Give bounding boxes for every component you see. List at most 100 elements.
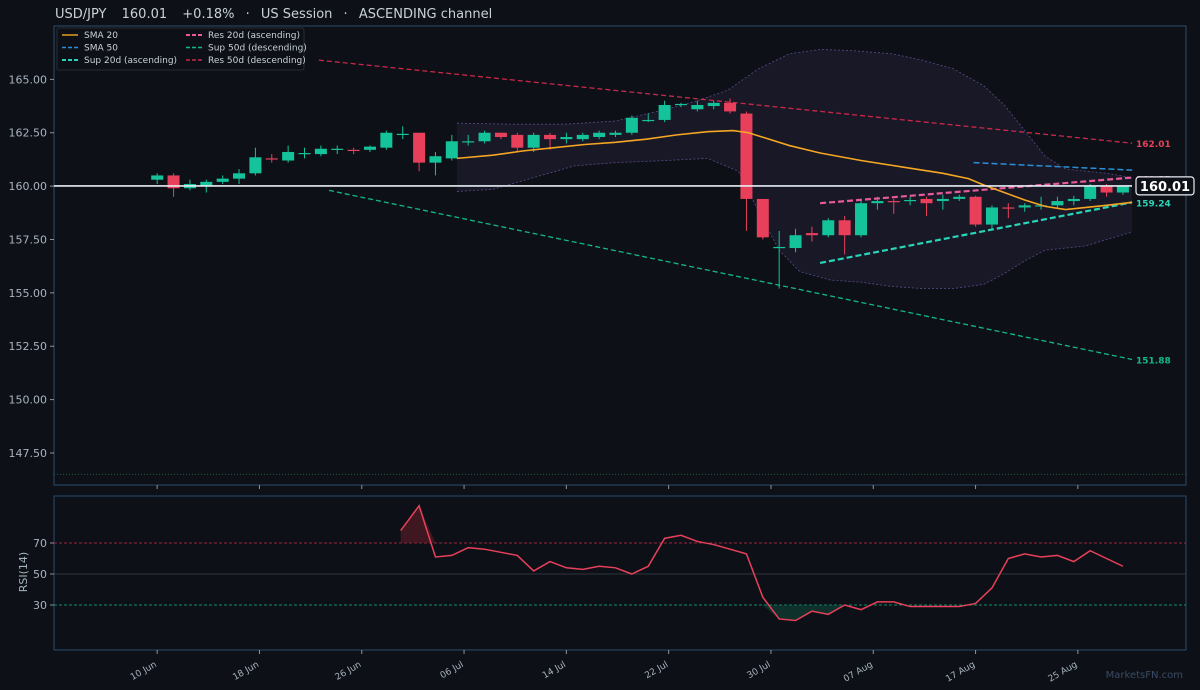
candle-body <box>576 134 589 140</box>
price-y-tick-label: 150.00 <box>9 394 48 407</box>
candle <box>740 111 753 231</box>
candle-body <box>494 132 507 138</box>
candle <box>314 145 327 157</box>
candle <box>216 175 229 184</box>
rsi-axis-label: RSI(14) <box>17 552 30 592</box>
candle-body <box>936 198 949 202</box>
candle <box>691 100 704 112</box>
price-tag-label: 160.01 <box>1140 180 1190 195</box>
candle-body <box>560 137 573 140</box>
candle-body <box>167 175 180 189</box>
candle-body <box>265 158 278 160</box>
rsi-panel-frame <box>53 495 1187 651</box>
candle <box>773 230 786 289</box>
candle <box>969 195 982 227</box>
candle <box>282 145 295 163</box>
candle <box>167 173 180 197</box>
candle-body <box>740 113 753 199</box>
candle-body <box>511 134 524 148</box>
candle-body <box>413 132 426 163</box>
level-label: 162.01 <box>1136 140 1171 150</box>
candle-body <box>658 104 671 120</box>
candle-body <box>200 181 213 187</box>
watermark: MarketsFN.com <box>1106 670 1183 681</box>
legend: SMA 20 Res 20d (ascending) SMA 50 Sup 50d (… <box>56 27 307 71</box>
candle-body <box>674 103 687 106</box>
candle <box>953 194 966 202</box>
price-panel-frame <box>53 25 1187 486</box>
candle <box>1051 196 1064 208</box>
candle-body <box>609 132 622 135</box>
candle-body <box>789 235 802 249</box>
candle <box>478 130 491 144</box>
candle-body <box>1051 201 1064 206</box>
support-50d-line <box>328 189 1133 361</box>
candle <box>363 145 376 152</box>
candle <box>625 115 638 135</box>
candle <box>331 145 344 155</box>
candle-body <box>233 173 246 179</box>
candle-body <box>887 201 900 203</box>
bollinger-band-upper <box>456 49 1133 178</box>
candle-body <box>593 132 606 138</box>
candle <box>674 102 687 108</box>
candle <box>462 134 475 146</box>
header-price: 160.01 <box>122 7 168 22</box>
price-y-tick-label: 157.50 <box>9 233 48 246</box>
candle <box>904 196 917 206</box>
chart-header: USD/JPY 160.01 +0.18% · US Session · ASC… <box>55 7 492 22</box>
price-y-tick-label: 155.00 <box>9 287 48 300</box>
candle <box>576 132 589 142</box>
candle <box>151 173 164 184</box>
candle <box>429 151 442 176</box>
price-y-tick-label: 160.00 <box>9 180 48 193</box>
price-y-tick-label: 162.50 <box>9 127 48 140</box>
candle-body <box>544 134 557 140</box>
candle-body <box>1002 207 1015 209</box>
candle <box>642 113 655 123</box>
legend-label: Res 50d (descending) <box>208 56 306 66</box>
price-panel: 165.00 162.50 160.00 157.50 155.00 152.50 150.… <box>9 25 1195 489</box>
candle <box>249 147 262 176</box>
candle-body <box>855 203 868 236</box>
header-session: US Session <box>261 7 333 22</box>
candle-body <box>331 148 344 150</box>
candle-body <box>1018 205 1031 208</box>
header-pair: USD/JPY <box>55 7 107 22</box>
header-channel: ASCENDING channel <box>359 7 492 22</box>
candle-body <box>380 132 393 148</box>
candle-body <box>527 134 540 148</box>
candle <box>822 218 835 238</box>
candle <box>920 196 933 217</box>
price-y-tick-label: 147.50 <box>9 447 48 460</box>
price-tag-box <box>1135 176 1195 196</box>
candle <box>380 130 393 150</box>
candle <box>855 201 868 238</box>
candle-body <box>871 201 884 204</box>
candle-body <box>445 141 458 159</box>
candle <box>396 126 409 140</box>
rsi-y-tick-label: 70 <box>33 537 47 550</box>
candle <box>724 98 737 114</box>
candle <box>233 169 246 184</box>
candle-body <box>691 104 704 110</box>
candle <box>527 132 540 152</box>
candle-body <box>969 196 982 225</box>
candle <box>298 147 311 159</box>
candle-body <box>985 207 998 225</box>
candle <box>838 216 851 255</box>
candle <box>789 228 802 253</box>
candle-body <box>838 220 851 236</box>
candle <box>511 132 524 152</box>
candle-body <box>478 132 491 142</box>
legend-box <box>56 27 305 71</box>
level-label: 159.24 <box>1136 199 1171 209</box>
candle-body <box>773 246 786 249</box>
candle <box>1067 195 1080 206</box>
candle <box>658 100 671 123</box>
resistance-50d-line <box>318 59 1133 144</box>
candle <box>805 226 818 242</box>
legend-label: SMA 20 <box>84 31 118 41</box>
legend-label: Res 20d (ascending) <box>208 31 300 41</box>
